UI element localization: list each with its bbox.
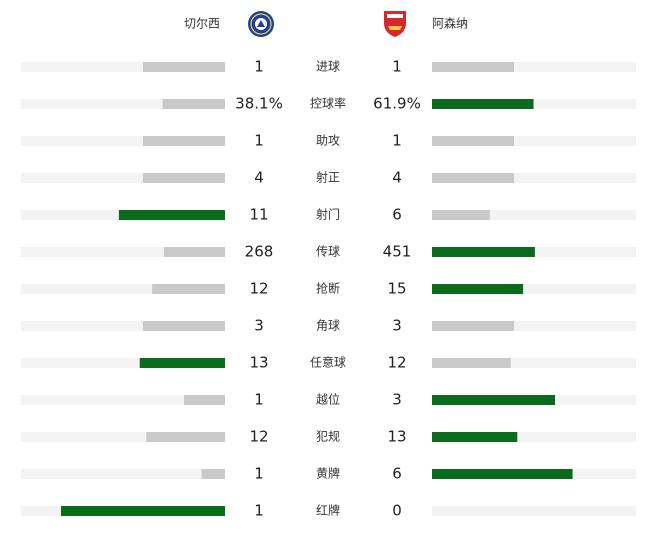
home-value: 1 xyxy=(254,502,264,520)
bar-track xyxy=(432,506,636,516)
stat-label: 任意球 xyxy=(310,355,346,370)
away-value: 13 xyxy=(387,428,406,446)
home-value: 38.1% xyxy=(235,95,283,113)
bar-track xyxy=(21,136,225,146)
away-value: 6 xyxy=(392,465,402,483)
away-value: 1 xyxy=(392,132,402,150)
away-value: 0 xyxy=(392,502,402,520)
home-bar xyxy=(163,247,225,257)
stat-label: 控球率 xyxy=(310,96,346,111)
away-bar xyxy=(432,210,490,220)
away-value: 3 xyxy=(392,317,402,335)
away-team-logo xyxy=(384,11,406,37)
stat-label: 抢断 xyxy=(316,281,340,296)
bar-track xyxy=(21,62,225,72)
away-bar xyxy=(432,173,514,183)
home-value: 1 xyxy=(254,132,264,150)
bar-track xyxy=(432,62,636,72)
home-team-logo xyxy=(248,11,274,37)
bar-track xyxy=(21,321,225,331)
home-bar xyxy=(143,321,225,331)
home-value: 12 xyxy=(249,428,268,446)
away-bar xyxy=(432,321,514,331)
stat-label: 越位 xyxy=(316,392,340,407)
stat-label: 黄牌 xyxy=(316,467,340,481)
home-value: 3 xyxy=(254,317,264,335)
away-value: 451 xyxy=(383,243,412,261)
home-bar xyxy=(61,506,225,516)
home-bar xyxy=(118,210,225,220)
bar-track xyxy=(21,284,225,294)
stat-label: 犯规 xyxy=(316,429,340,444)
home-bar xyxy=(139,358,225,368)
away-bar xyxy=(432,395,555,405)
bar-track xyxy=(432,358,636,368)
stat-label: 助攻 xyxy=(316,134,340,148)
away-bar xyxy=(432,62,514,72)
home-value: 13 xyxy=(249,354,268,372)
bar-track xyxy=(432,99,636,109)
stat-label: 传球 xyxy=(316,244,340,259)
bar-track xyxy=(432,321,636,331)
home-value: 12 xyxy=(249,280,268,298)
away-bar xyxy=(432,358,511,368)
away-value: 12 xyxy=(387,354,406,372)
away-bar xyxy=(432,469,573,479)
stat-label: 射门 xyxy=(316,207,340,222)
home-value: 268 xyxy=(245,243,274,261)
away-value: 6 xyxy=(392,206,402,224)
stat-label: 射正 xyxy=(316,170,340,185)
home-bar xyxy=(184,395,225,405)
away-bar xyxy=(432,432,518,442)
bar-track xyxy=(432,173,636,183)
home-value: 11 xyxy=(249,206,268,224)
home-bar xyxy=(143,173,225,183)
bar-track xyxy=(21,247,225,257)
away-bar xyxy=(432,284,524,294)
bar-track xyxy=(432,284,636,294)
away-bar xyxy=(432,136,514,146)
home-value: 4 xyxy=(254,169,264,187)
away-bar xyxy=(432,247,535,257)
away-value: 15 xyxy=(387,280,406,298)
bar-track xyxy=(21,395,225,405)
bar-track xyxy=(21,173,225,183)
home-bar xyxy=(143,136,225,146)
bar-track xyxy=(432,210,636,220)
away-value: 61.9% xyxy=(373,95,421,113)
home-value: 1 xyxy=(254,465,264,483)
away-value: 3 xyxy=(392,391,402,409)
stat-label: 红牌 xyxy=(316,503,340,518)
stat-label: 角球 xyxy=(316,319,340,333)
home-bar xyxy=(201,469,225,479)
stat-label: 进球 xyxy=(316,60,340,74)
home-bar xyxy=(152,284,225,294)
bar-track xyxy=(21,432,225,442)
away-value: 1 xyxy=(392,58,402,76)
bar-track xyxy=(432,432,636,442)
away-team-name: 阿森纳 xyxy=(432,16,468,31)
bar-track xyxy=(21,358,225,368)
home-team-name: 切尔西 xyxy=(184,16,220,31)
home-value: 1 xyxy=(254,391,264,409)
bar-track xyxy=(432,136,636,146)
away-bar xyxy=(432,99,534,109)
bar-track xyxy=(21,469,225,479)
bar-track xyxy=(21,99,225,109)
home-bar xyxy=(143,62,225,72)
away-value: 4 xyxy=(392,169,402,187)
home-value: 1 xyxy=(254,58,264,76)
home-bar xyxy=(162,99,225,109)
home-bar xyxy=(146,432,225,442)
